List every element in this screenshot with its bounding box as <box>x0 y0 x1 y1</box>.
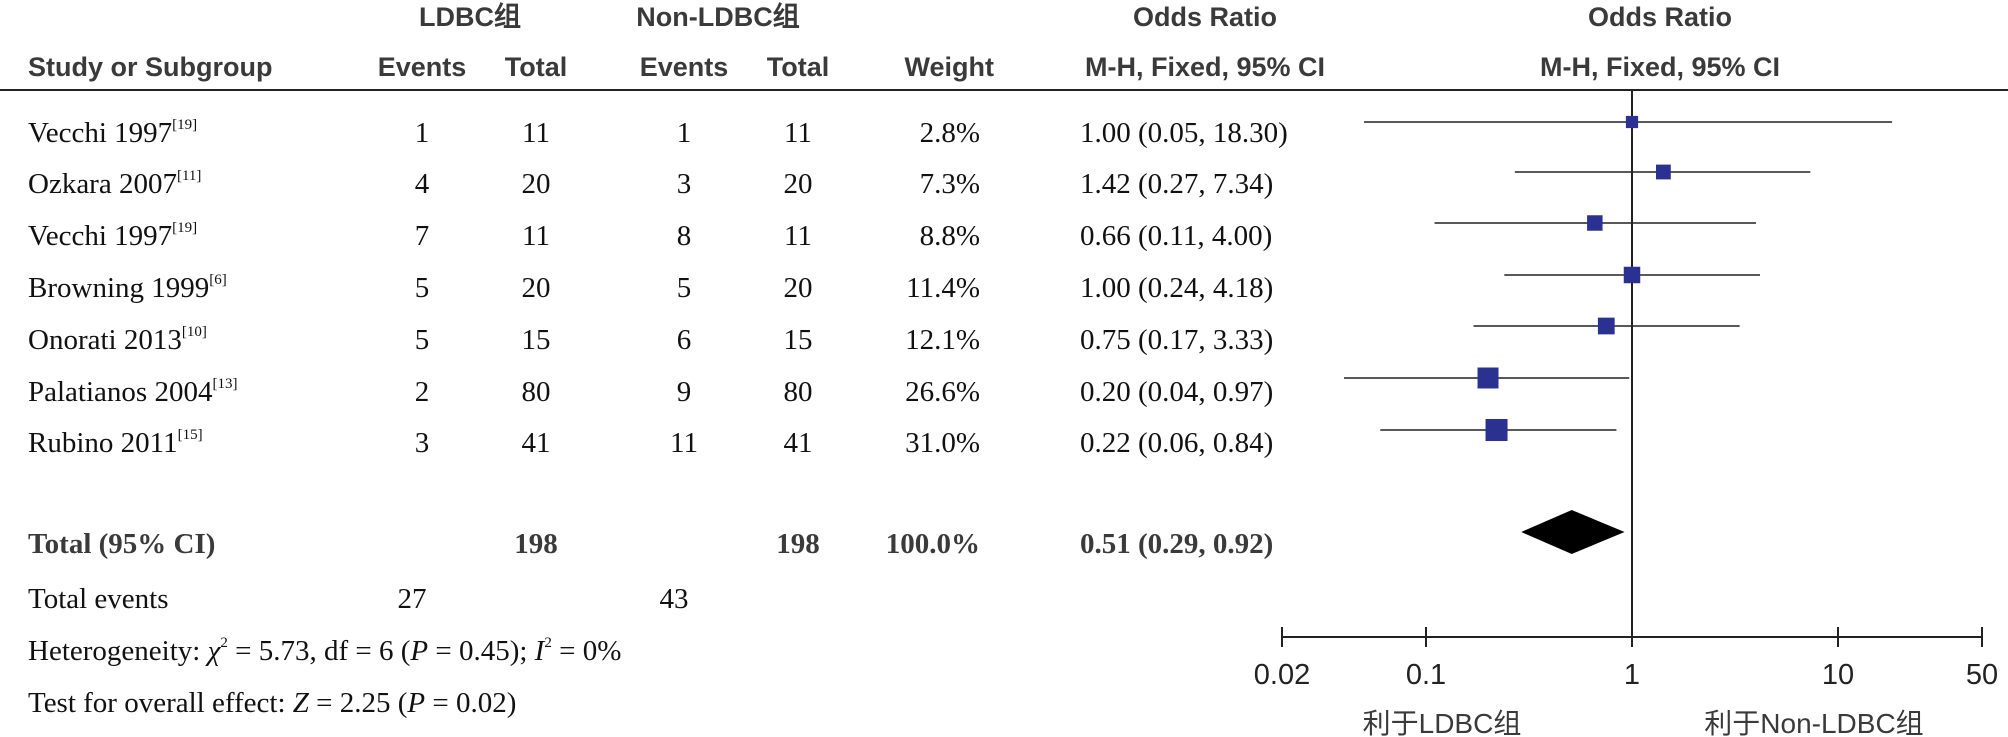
study-name: Browning 1999[6] <box>28 272 227 304</box>
events1-header: Events <box>377 52 467 82</box>
total-odds-ratio-ci: 0.51 (0.29, 0.92) <box>1080 528 1274 560</box>
favours-left-label: 利于LDBC组 <box>1363 708 1522 737</box>
total2-cell: 20 <box>783 168 813 200</box>
study-name: Ozkara 2007[11] <box>28 168 202 200</box>
total-events-label: Total events <box>28 583 169 615</box>
reference-superscript: [10] <box>181 324 207 340</box>
total2-cell: 15 <box>783 324 813 356</box>
total1-cell: 20 <box>521 272 551 304</box>
x-axis-tick-label: 0.1 <box>1406 659 1446 691</box>
events1-cell: 7 <box>414 220 430 252</box>
reference-superscript: [13] <box>212 376 238 392</box>
total1-cell: 15 <box>521 324 551 356</box>
events2-cell: 3 <box>676 168 692 200</box>
header-divider <box>0 89 2008 91</box>
events1-cell: 5 <box>414 324 430 356</box>
odds-ratio-ci-cell: 1.42 (0.27, 7.34) <box>1080 168 1274 200</box>
events2-cell: 9 <box>676 376 692 408</box>
events2-cell: 11 <box>670 427 698 459</box>
weight-cell: 31.0% <box>905 427 980 459</box>
weight-header: Weight <box>904 52 995 82</box>
total2-cell: 20 <box>783 272 813 304</box>
weight-cell: 8.8% <box>919 220 980 252</box>
study-estimate-marker <box>1597 317 1615 335</box>
x-axis-tick-label: 50 <box>1966 659 1998 691</box>
odds-ratio-method-header: M-H, Fixed, 95% CI <box>1084 52 1326 82</box>
total2-cell: 11 <box>784 220 812 252</box>
study-estimate-marker <box>1485 419 1508 441</box>
total1-cell: 41 <box>521 427 551 459</box>
total1-cell: 20 <box>521 168 551 200</box>
events2-cell: 5 <box>676 272 692 304</box>
total1-cell: 80 <box>521 376 551 408</box>
total1-cell: 11 <box>522 117 550 149</box>
heterogeneity-statistic: Heterogeneity: χ2 = 5.73, df = 6 (P = 0.… <box>28 635 622 667</box>
weight-cell: 7.3% <box>919 168 980 200</box>
weight-cell: 26.6% <box>905 376 980 408</box>
pooled-estimate-diamond <box>1521 510 1625 554</box>
study-estimate-marker <box>1655 164 1671 180</box>
events1-cell: 1 <box>414 117 430 149</box>
total-events2: 43 <box>659 583 689 615</box>
x-axis-tick-label: 0.02 <box>1254 659 1310 691</box>
weight-cell: 11.4% <box>906 272 980 304</box>
study-name: Onorati 2013[10] <box>28 324 207 356</box>
group1-header: LDBC组 <box>419 2 521 32</box>
total-events1: 27 <box>397 583 427 615</box>
odds-ratio-column-header: Odds Ratio <box>1132 2 1277 32</box>
reference-superscript: [19] <box>172 220 198 236</box>
study-name: Rubino 2011[15] <box>28 427 203 459</box>
events1-cell: 4 <box>414 168 430 200</box>
total-weight: 100.0% <box>885 528 980 560</box>
overall-effect-test: Test for overall effect: Z = 2.25 (P = 0… <box>28 687 517 719</box>
x-axis-tick-label: 10 <box>1822 659 1854 691</box>
odds-ratio-plot-header: Odds Ratio <box>1587 2 1732 32</box>
total-label: Total (95% CI) <box>28 528 216 560</box>
total1-cell: 11 <box>522 220 550 252</box>
total1-sum: 198 <box>514 528 558 560</box>
x-axis-tick-label: 1 <box>1624 659 1640 691</box>
odds-ratio-ci-cell: 1.00 (0.05, 18.30) <box>1080 117 1288 149</box>
study-estimate-marker <box>1587 215 1603 231</box>
weight-cell: 2.8% <box>919 117 980 149</box>
favours-right-label: 利于Non-LDBC组 <box>1704 708 1923 737</box>
plot-method-header: M-H, Fixed, 95% CI <box>1539 52 1781 82</box>
events2-cell: 6 <box>676 324 692 356</box>
study-name: Vecchi 1997[19] <box>28 220 198 252</box>
odds-ratio-ci-cell: 0.75 (0.17, 3.33) <box>1080 324 1274 356</box>
reference-superscript: [6] <box>209 272 227 288</box>
study-column-header: Study or Subgroup <box>28 52 273 82</box>
study-name: Palatianos 2004[13] <box>28 376 238 408</box>
total2-header: Total <box>766 52 830 82</box>
total1-header: Total <box>504 52 568 82</box>
group2-header: Non-LDBC组 <box>636 2 800 32</box>
odds-ratio-ci-cell: 0.20 (0.04, 0.97) <box>1080 376 1274 408</box>
weight-cell: 12.1% <box>905 324 980 356</box>
reference-superscript: [11] <box>176 168 202 184</box>
study-estimate-marker <box>1623 266 1641 284</box>
events2-header: Events <box>639 52 729 82</box>
total2-cell: 41 <box>783 427 813 459</box>
odds-ratio-ci-cell: 1.00 (0.24, 4.18) <box>1080 272 1274 304</box>
study-name: Vecchi 1997[19] <box>28 117 198 149</box>
events1-cell: 5 <box>414 272 430 304</box>
events1-cell: 3 <box>414 427 430 459</box>
total2-cell: 11 <box>784 117 812 149</box>
total2-cell: 80 <box>783 376 813 408</box>
reference-superscript: [15] <box>177 427 203 443</box>
odds-ratio-ci-cell: 0.22 (0.06, 0.84) <box>1080 427 1274 459</box>
study-estimate-marker <box>1625 115 1639 129</box>
events1-cell: 2 <box>414 376 430 408</box>
events2-cell: 1 <box>676 117 692 149</box>
reference-superscript: [19] <box>172 117 198 133</box>
study-estimate-marker <box>1477 367 1499 389</box>
odds-ratio-ci-cell: 0.66 (0.11, 4.00) <box>1080 220 1273 252</box>
events2-cell: 8 <box>676 220 692 252</box>
total2-sum: 198 <box>776 528 820 560</box>
